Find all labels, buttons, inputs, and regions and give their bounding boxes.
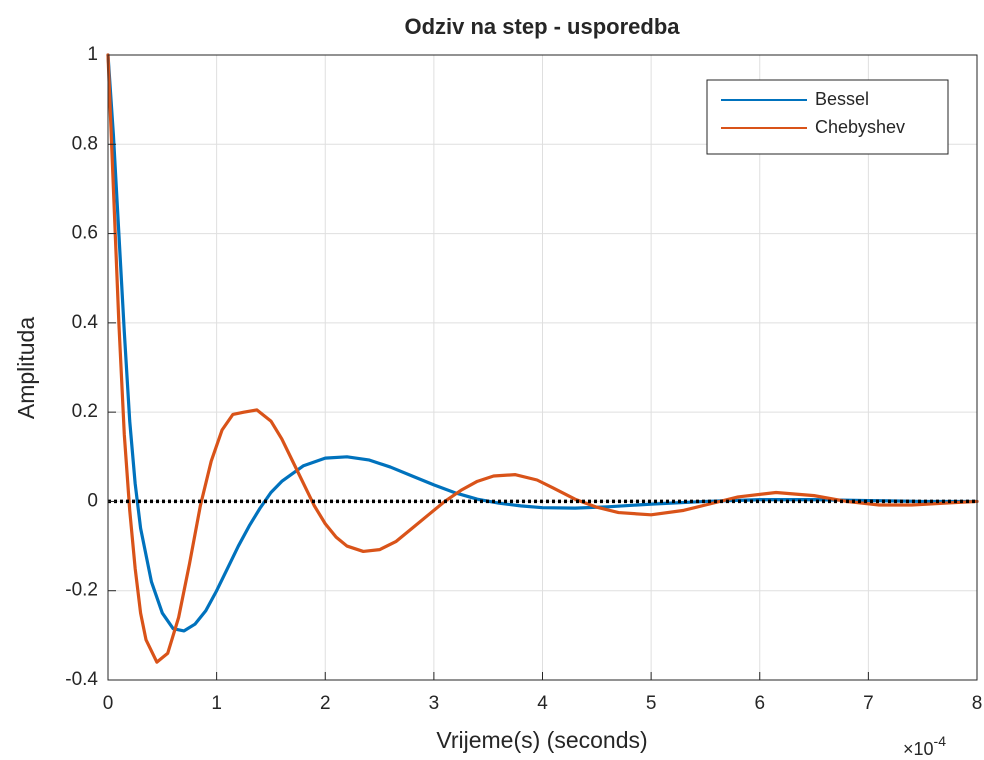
legend: Bessel Chebyshev [706, 79, 949, 155]
x-tick-label: 2 [320, 693, 331, 714]
x-tick-label: 7 [863, 693, 874, 714]
ticks: 0 1 2 3 4 5 6 7 8 -0.4 -0.2 0 0.2 0.4 0.6 0.8 1 [65, 44, 982, 714]
x-axis-label: Vrijeme(s) (seconds) [436, 727, 647, 753]
x-exponent: ×10-4 [903, 733, 946, 759]
y-tick-label: 0.8 [72, 133, 98, 154]
series-line [106, 53, 979, 664]
y-axis-label: Amplituda [13, 317, 39, 419]
x-exponent-power: -4 [934, 733, 947, 749]
x-exponent-base: ×10 [903, 739, 934, 759]
x-tick-label: 3 [429, 693, 440, 714]
x-tick-label: 8 [972, 693, 983, 714]
x-tick-label: 0 [103, 693, 114, 714]
y-tick-label: 0 [87, 490, 98, 511]
y-tick-label: 0.2 [72, 401, 98, 422]
x-tick-label: 1 [211, 693, 222, 714]
y-tick-label: -0.2 [65, 580, 98, 601]
x-tick-label: 5 [646, 693, 657, 714]
y-tick-label: -0.4 [65, 669, 98, 690]
y-tick-label: 1 [87, 44, 98, 65]
legend-label: Chebyshev [815, 117, 905, 137]
x-tick-label: 4 [537, 693, 548, 714]
lines [106, 53, 979, 664]
series-line [106, 53, 979, 633]
legend-label: Bessel [815, 89, 869, 109]
y-tick-label: 0.6 [72, 223, 98, 244]
legend-box [706, 79, 949, 155]
chart-title: Odziv na step - usporedba [404, 14, 680, 39]
x-tick-label: 6 [754, 693, 765, 714]
y-tick-label: 0.4 [72, 312, 99, 333]
